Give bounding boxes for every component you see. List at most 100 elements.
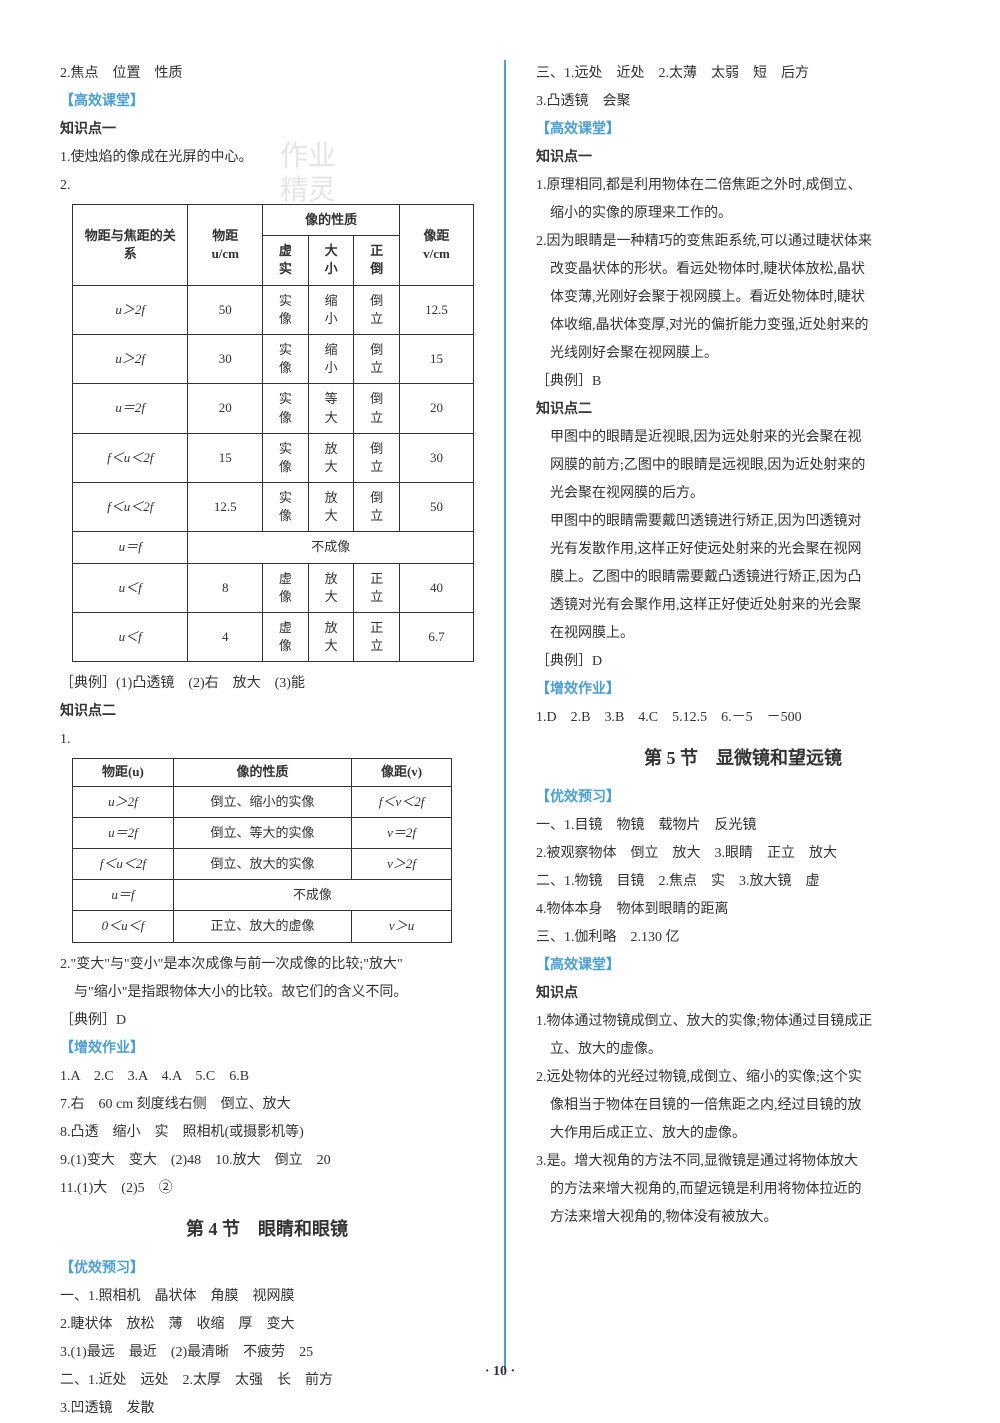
line: 3.凹透镜 发散 — [60, 1395, 474, 1423]
td: u＞2f — [73, 285, 188, 334]
td: 放大 — [308, 483, 354, 532]
td: 15 — [400, 334, 474, 383]
line: 三、1.远处 近处 2.太薄 太弱 短 后方 — [536, 60, 950, 88]
th: 物距(u) — [73, 759, 174, 786]
line: 4.物体本身 物体到眼睛的距离 — [536, 896, 950, 924]
line: ［典例］D — [60, 1007, 474, 1035]
line: 9.(1)变大 变大 (2)48 10.放大 倒立 20 — [60, 1147, 474, 1175]
line: 立、放大的虚像。 — [536, 1036, 950, 1064]
heading-kp1: 知识点一 — [536, 144, 950, 172]
line: 膜上。乙图中的眼睛需要戴凸透镜进行矫正,因为凸 — [536, 564, 950, 592]
td: 倒立、等大的实像 — [173, 817, 351, 848]
td: 正立 — [354, 563, 400, 612]
line: 网膜的前方;乙图中的眼睛是远视眼,因为近处射来的 — [536, 452, 950, 480]
td: u＝f — [73, 532, 188, 563]
td: 倒立 — [354, 285, 400, 334]
td: f＜u＜2f — [73, 483, 188, 532]
line: 2.因为眼睛是一种精巧的变焦距系统,可以通过睫状体来 — [536, 228, 950, 256]
td: 20 — [400, 384, 474, 433]
td: 30 — [400, 433, 474, 482]
line: ［典例］D — [536, 648, 950, 676]
heading-yxyx: 【优效预习】 — [536, 784, 950, 812]
heading-gxkt: 【高效课堂】 — [60, 88, 474, 116]
td: f＜u＜2f — [73, 433, 188, 482]
line: 11.(1)大 (2)5 ② — [60, 1175, 474, 1203]
heading-kp1: 知识点一 — [60, 116, 474, 144]
line: 与"缩小"是指跟物体大小的比较。故它们的含义不同。 — [60, 979, 474, 1007]
th: 像距(v) — [352, 759, 452, 786]
td: u＝2f — [73, 384, 188, 433]
table-2: 物距(u) 像的性质 像距(v) u＞2f倒立、缩小的实像f＜v＜2f u＝2f… — [72, 758, 452, 942]
td: 倒立 — [354, 334, 400, 383]
line: 三、1.伽利略 2.130 亿 — [536, 924, 950, 952]
td: 虚像 — [263, 563, 309, 612]
td: u＝2f — [73, 817, 174, 848]
td: 正立、放大的虚像 — [173, 911, 351, 942]
line: 光会聚在视网膜的后方。 — [536, 480, 950, 508]
content-columns: 2.焦点 位置 性质 【高效课堂】 知识点一 1.使烛焰的像成在光屏的中心。 2… — [60, 60, 950, 1370]
td: 等大 — [308, 384, 354, 433]
td: u＞2f — [73, 786, 174, 817]
td: 倒立 — [354, 433, 400, 482]
td: 缩小 — [308, 334, 354, 383]
td: v＞u — [352, 911, 452, 942]
td: 实像 — [263, 384, 309, 433]
line: 光线刚好会聚在视网膜上。 — [536, 340, 950, 368]
line: 1.使烛焰的像成在光屏的中心。 — [60, 144, 474, 172]
heading-kp2: 知识点二 — [60, 698, 474, 726]
line: 一、1.照相机 晶状体 角膜 视网膜 — [60, 1283, 474, 1311]
page-number: · 10 · — [485, 1364, 515, 1380]
line: 大作用后成正立、放大的虚像。 — [536, 1120, 950, 1148]
td: 正立 — [354, 613, 400, 662]
heading-gxkt2: 【高效课堂】 — [536, 952, 950, 980]
th: 像的性质 — [173, 759, 351, 786]
td: 40 — [400, 563, 474, 612]
td: 不成像 — [173, 880, 451, 911]
line: 在视网膜上。 — [536, 620, 950, 648]
td: 倒立 — [354, 384, 400, 433]
line: 像相当于物体在目镜的一倍焦距之内,经过目镜的放 — [536, 1092, 950, 1120]
line: 二、1.近处 远处 2.太厚 太强 长 前方 — [60, 1367, 474, 1395]
th: 正倒 — [354, 236, 400, 285]
td: u＜f — [73, 563, 188, 612]
td: u＝f — [73, 880, 174, 911]
line: 1.D 2.B 3.B 4.C 5.12.5 6.－5 －500 — [536, 704, 950, 732]
line: 甲图中的眼睛需要戴凹透镜进行矫正,因为凹透镜对 — [536, 508, 950, 536]
td: 放大 — [308, 613, 354, 662]
th: 像距 v/cm — [400, 205, 474, 286]
line: 2.被观察物体 倒立 放大 3.眼睛 正立 放大 — [536, 840, 950, 868]
left-column: 2.焦点 位置 性质 【高效课堂】 知识点一 1.使烛焰的像成在光屏的中心。 2… — [60, 60, 474, 1370]
td: v＝2f — [352, 817, 452, 848]
line: 透镜对光有会聚作用,这样正好使近处射来的光会聚 — [536, 592, 950, 620]
td: 12.5 — [400, 285, 474, 334]
td: f＜u＜2f — [73, 848, 174, 879]
line: 改变晶状体的形状。看远处物体时,睫状体放松,晶状 — [536, 256, 950, 284]
td: 12.5 — [188, 483, 263, 532]
line: 1. — [60, 726, 474, 754]
heading-yxyx: 【优效预习】 — [60, 1255, 474, 1283]
td: 缩小 — [308, 285, 354, 334]
line: 甲图中的眼睛是近视眼,因为远处射来的光会聚在视 — [536, 424, 950, 452]
td: 15 — [188, 433, 263, 482]
td: 虚像 — [263, 613, 309, 662]
line: 体变薄,光刚好会聚于视网膜上。看近处物体时,睫状 — [536, 284, 950, 312]
column-divider — [504, 60, 506, 1370]
td: 4 — [188, 613, 263, 662]
line: 一、1.目镜 物镜 载物片 反光镜 — [536, 812, 950, 840]
section-4-title: 第 4 节 眼睛和眼镜 — [60, 1211, 474, 1247]
td: v＞2f — [352, 848, 452, 879]
line: 2. — [60, 172, 474, 200]
line: 3.凸透镜 会聚 — [536, 88, 950, 116]
line: 2.睫状体 放松 薄 收缩 厚 变大 — [60, 1311, 474, 1339]
th: 像的性质 — [263, 205, 400, 236]
td: 30 — [188, 334, 263, 383]
td: 50 — [400, 483, 474, 532]
td: 8 — [188, 563, 263, 612]
line: 的方法来增大视角的,而望远镜是利用将物体拉近的 — [536, 1176, 950, 1204]
line: ［典例］(1)凸透镜 (2)右 放大 (3)能 — [60, 670, 474, 698]
td: 倒立 — [354, 483, 400, 532]
td: 6.7 — [400, 613, 474, 662]
th: 物距与焦距的关系 — [73, 205, 188, 286]
td: f＜v＜2f — [352, 786, 452, 817]
line: 1.原理相同,都是利用物体在二倍焦距之外时,成倒立、 — [536, 172, 950, 200]
